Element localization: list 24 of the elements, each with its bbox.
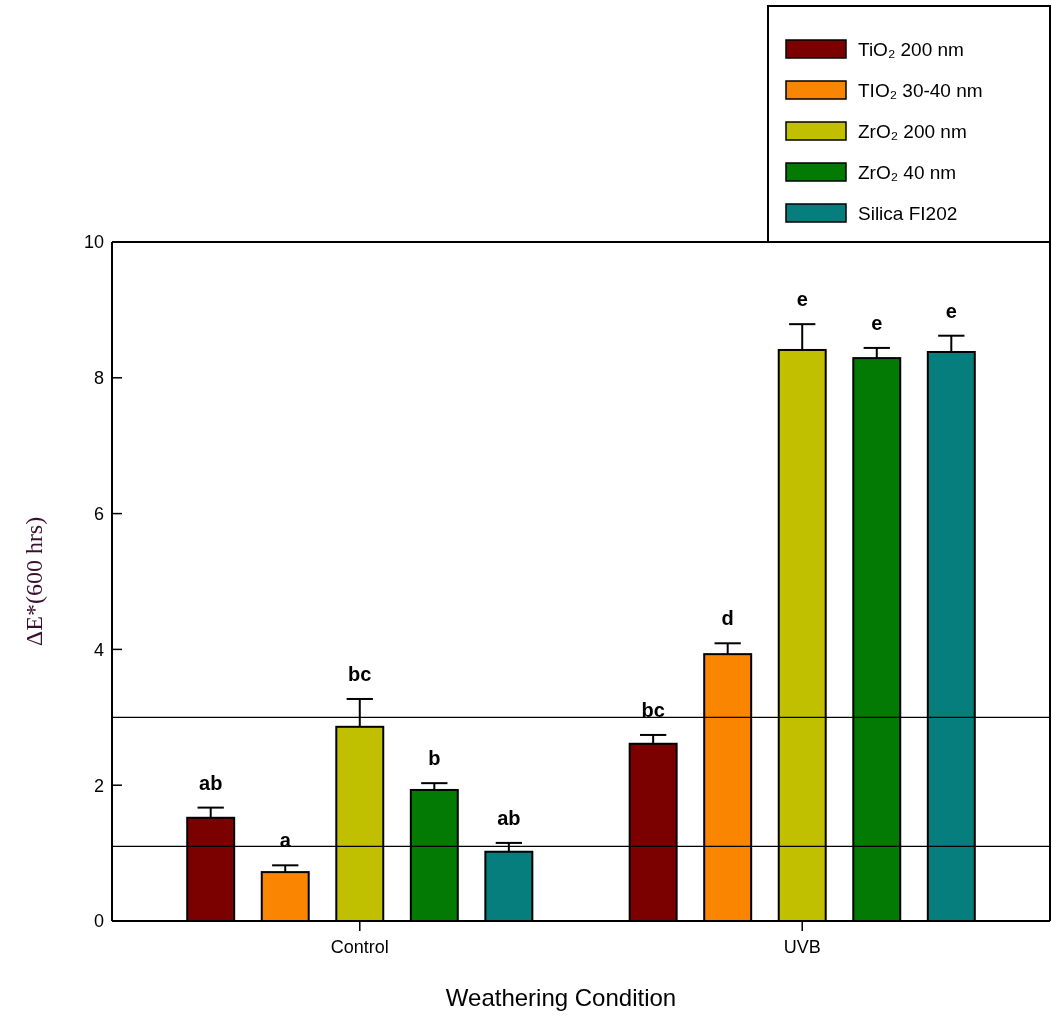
data-label: e bbox=[871, 311, 883, 334]
y-tick-label: 8 bbox=[93, 368, 104, 389]
data-label: b bbox=[428, 747, 441, 770]
y-tick-label: 0 bbox=[93, 911, 104, 932]
y-tick-label: 4 bbox=[93, 639, 104, 660]
data-label: bc bbox=[641, 698, 665, 721]
x-tick-label: Control bbox=[330, 937, 389, 957]
data-label: d bbox=[721, 607, 734, 630]
x-axis-title: Weathering Condition bbox=[445, 984, 677, 1011]
legend-label: ZrO₂ 40 nm bbox=[858, 162, 957, 183]
data-label: e bbox=[945, 299, 957, 322]
data-label: e bbox=[796, 288, 808, 311]
data-label: ab bbox=[497, 806, 521, 829]
y-tick-label: 2 bbox=[93, 775, 104, 796]
data-label: ab bbox=[199, 771, 223, 794]
data-label: bc bbox=[348, 662, 372, 685]
legend-label: TiO₂ 200 nm bbox=[858, 39, 964, 60]
legend-label: Silica FI202 bbox=[858, 203, 958, 224]
legend-label: TIO₂ 30-40 nm bbox=[858, 80, 983, 101]
y-tick-label: 10 bbox=[83, 232, 104, 253]
y-tick-label: 6 bbox=[93, 503, 104, 524]
y-axis-title: ΔE*(600 hrs) bbox=[21, 516, 47, 647]
legend-label: ZrO₂ 200 nm bbox=[858, 121, 967, 142]
x-tick-label: UVB bbox=[783, 937, 821, 957]
